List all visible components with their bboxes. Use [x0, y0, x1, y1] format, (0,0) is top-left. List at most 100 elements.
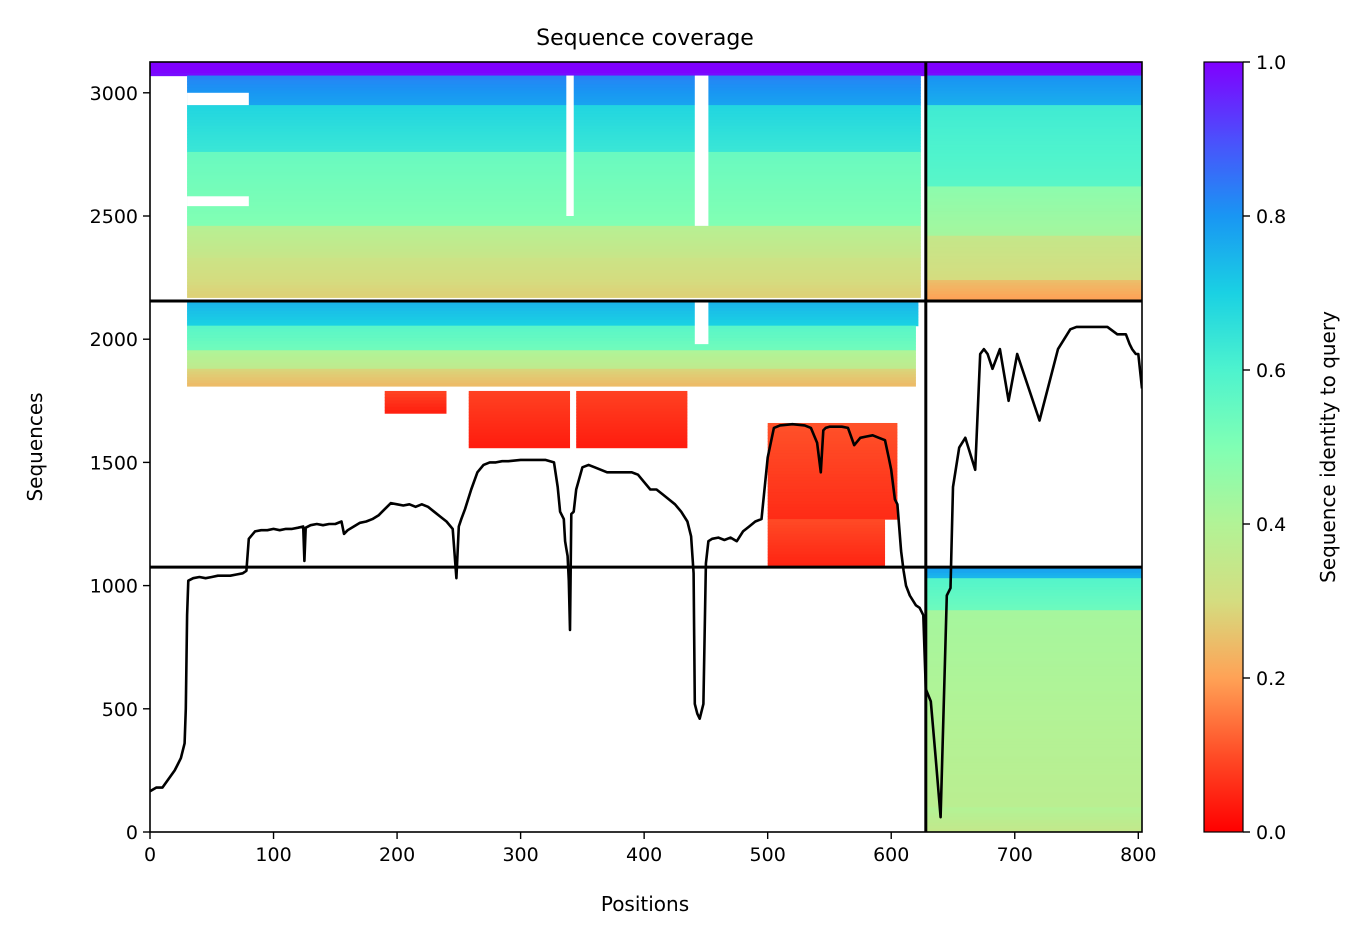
x-tick-label: 800: [1120, 844, 1156, 866]
coverage-line: [150, 325, 1142, 819]
chain-boundaries-layer: [150, 62, 1142, 832]
coverage-strip: [925, 646, 1142, 650]
coverage-strip: [925, 150, 1142, 154]
coverage-strip: [925, 658, 1142, 662]
coverage-strip: [925, 619, 1142, 623]
coverage-strip: [925, 822, 1142, 827]
coverage-strip: [187, 371, 916, 376]
coverage-strip: [767, 486, 898, 490]
plot-frame: [149, 61, 1143, 833]
coverage-strip: [925, 640, 1142, 644]
coverage-strip: [468, 423, 571, 428]
coverage-strip: [925, 631, 1142, 635]
coverage-strip: [925, 681, 1142, 686]
coverage-strip: [187, 331, 916, 336]
coverage-strip: [925, 649, 1142, 653]
coverage-strip: [925, 732, 1142, 737]
coverage-strip: [925, 578, 1142, 582]
coverage-strip: [925, 168, 1142, 172]
coverage-strip: [187, 237, 921, 242]
coverage-strip: [187, 169, 921, 174]
coverage-strip: [187, 334, 916, 339]
coverage-strip: [925, 753, 1142, 758]
coverage-strip: [925, 226, 1142, 231]
coverage-strip: [187, 222, 921, 227]
coverage-strip: [384, 390, 447, 395]
coverage-strip: [767, 563, 886, 567]
coverage-strip: [925, 786, 1142, 791]
coverage-strip: [925, 622, 1142, 626]
coverage-strip: [925, 241, 1142, 246]
coverage-strip: [187, 270, 921, 274]
coverage-strip: [925, 117, 1142, 121]
coverage-strip: [187, 75, 921, 80]
coverage-strip: [187, 87, 921, 91]
coverage-strip: [767, 513, 898, 517]
coverage-strip: [925, 67, 1142, 71]
coverage-strip: [187, 263, 921, 268]
coverage-strip: [767, 471, 898, 475]
coverage-strip: [925, 183, 1142, 188]
coverage-strip: [925, 801, 1142, 805]
coverage-strip: [187, 347, 916, 351]
coverage-strip: [187, 362, 916, 367]
coverage-strip: [925, 235, 1142, 240]
coverage-strip: [925, 717, 1142, 722]
coverage-gap: [566, 75, 574, 216]
coverage-strip: [925, 711, 1142, 716]
coverage-strip: [925, 690, 1142, 695]
coverage-strip: [576, 423, 688, 428]
coverage-strip: [925, 99, 1142, 103]
coverage-strip: [187, 305, 919, 309]
coverage-strip: [925, 153, 1142, 157]
x-axis-label: Positions: [601, 892, 689, 916]
coverage-strip: [187, 216, 921, 221]
coverage-block: [384, 390, 447, 414]
coverage-strip: [925, 96, 1142, 100]
coverage-strip: [925, 780, 1142, 785]
coverage-strip: [925, 567, 1142, 571]
coverage-strip: [925, 610, 1142, 614]
coverage-strip: [187, 240, 921, 244]
coverage-strip: [925, 229, 1142, 234]
coverage-strip: [187, 322, 919, 327]
coverage-strip: [187, 119, 921, 124]
coverage-strip: [187, 172, 921, 177]
coverage-block: [187, 325, 916, 351]
coverage-strip: [925, 105, 1142, 109]
coverage-strip: [187, 187, 921, 191]
coverage-strip: [576, 414, 688, 419]
x-tick-label: 700: [997, 844, 1033, 866]
coverage-strip: [767, 422, 898, 427]
coverage-strip: [187, 328, 916, 333]
coverage-strip: [187, 190, 921, 194]
coverage-strip: [925, 129, 1142, 133]
coverage-strip: [187, 81, 921, 86]
coverage-strip: [767, 522, 886, 526]
coverage-strip: [576, 426, 688, 431]
coverage-strip: [925, 141, 1142, 145]
coverage-strip: [925, 138, 1142, 142]
coverage-strip: [925, 78, 1142, 83]
coverage-strip: [925, 285, 1142, 290]
coverage-strip: [468, 393, 571, 398]
plot-area: [150, 62, 1142, 832]
coverage-strip: [468, 438, 571, 443]
coverage-strip: [187, 90, 921, 94]
coverage-strip: [925, 798, 1142, 802]
coverage-strip: [925, 195, 1142, 200]
coverage-strip: [576, 438, 688, 443]
coverage-strip: [925, 62, 1142, 66]
coverage-strip: [187, 377, 916, 381]
coverage-strip: [187, 337, 916, 342]
coverage-strip: [925, 625, 1142, 629]
coverage-strip: [925, 714, 1142, 719]
colorbar-tick-label: 0.6: [1256, 360, 1286, 382]
coverage-strip: [925, 792, 1142, 797]
coverage-strip: [384, 409, 447, 414]
coverage-strip: [187, 282, 921, 286]
coverage-strip: [767, 519, 886, 523]
coverage-strip: [187, 353, 916, 358]
coverage-strip: [925, 84, 1142, 88]
coverage-strip: [925, 789, 1142, 794]
